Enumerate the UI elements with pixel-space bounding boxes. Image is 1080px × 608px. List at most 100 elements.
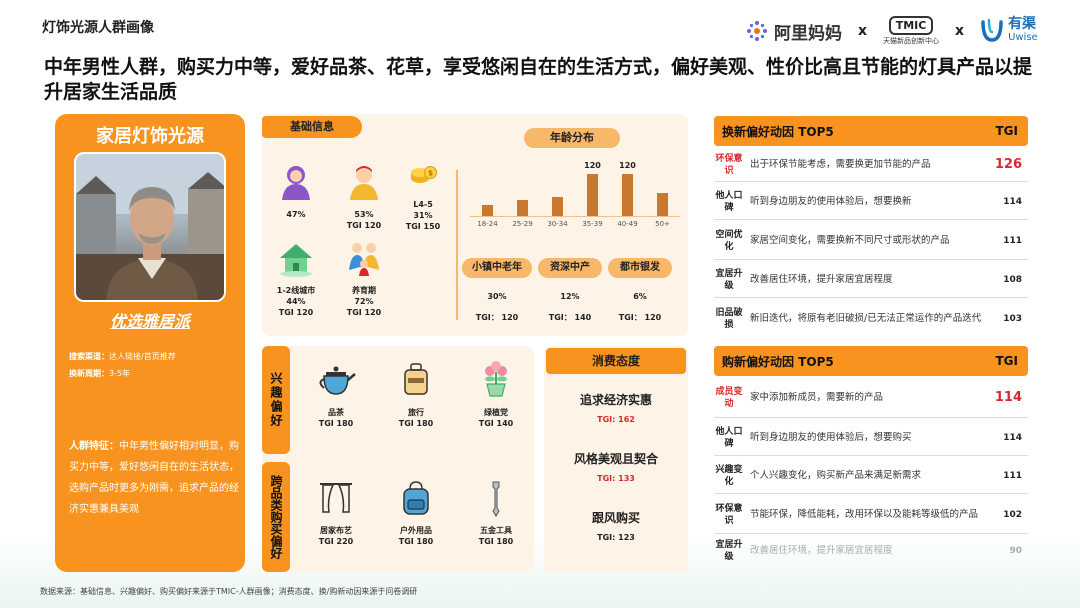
renew-top5-header: 换新偏好动因 TOP5 TGI (714, 116, 1028, 146)
renew-desc-0: 出于环保节能考虑，需要换更加节能的产品 (750, 158, 931, 170)
attitude-name-0: 追求经济实惠 (579, 393, 652, 407)
city-pct: 44% (286, 297, 306, 306)
age-bar-40-49 (622, 174, 633, 216)
renew-row: 宜居升级 改善居住环境，提升家居宜居程度 108 (714, 262, 1028, 298)
attitude-tgi-2: TGI: 123 (597, 533, 635, 542)
buy-row: 环保意识 节能环保，降低能耗，改用环保以及能耗等级低的产品 102 (714, 496, 1028, 534)
info-divider (456, 170, 458, 320)
buy-tgi-0: 114 (994, 390, 1022, 405)
uwise-logo: 有渠 Uwise (980, 16, 1038, 44)
basic-info-panel (262, 114, 688, 336)
info-city: 1-2线城市 44% TGI 120 (266, 238, 326, 318)
income-level: L4-5 (413, 200, 433, 209)
renew-label-0: 环保意识 (715, 153, 743, 176)
renew-tgi-2: 111 (1003, 235, 1022, 246)
family-tgi: TGI 120 (346, 308, 382, 317)
buy-tgi-4: 90 (1009, 546, 1022, 556)
segment-label-1: 资深中产 (538, 258, 602, 278)
age-bar-35-39 (587, 174, 598, 216)
cross-outdoor: 户外用品 TGI 180 (386, 478, 446, 547)
buy-desc-3: 节能环保，降低能耗，改用环保以及能耗等级低的产品 (750, 508, 979, 520)
interest-tea: 品茶 TGI 180 (306, 360, 366, 429)
renew-label-3: 宜居升级 (715, 268, 743, 291)
persona-photo (74, 152, 226, 302)
cross-textile: 居家布艺 TGI 220 (306, 478, 366, 547)
renew-tgi-4: 103 (1003, 314, 1022, 324)
age-tick-label: 40-49 (617, 220, 638, 228)
basic-info-title: 基础信息 (262, 116, 362, 138)
partner-logos: 阿里妈妈 x TMIC 天猫新品创新中心 x 有渠 Uwise (746, 16, 1038, 46)
renew-row: 环保意识 出于环保节能考虑，需要换更加节能的产品 126 (714, 148, 1028, 182)
segment-tgi-1: TGI： 140 (548, 313, 592, 322)
renew-desc-1: 听到身边朋友的使用体验后，想要换新 (750, 195, 912, 207)
attitude-tgi-0: TGI: 162 (597, 415, 635, 424)
age-tick-label: 30-34 (547, 220, 568, 228)
renew-desc-4: 新旧迭代，将原有老旧破损/已无法正常运作的产品迭代 (750, 313, 982, 324)
segment-tgi-2: TGI： 120 (618, 313, 662, 322)
attitude-panel (544, 346, 688, 572)
logo-separator: x (955, 23, 965, 39)
attitude-name-2: 跟风购买 (591, 511, 640, 525)
uwise-cn-text: 有渠 (1008, 16, 1037, 32)
buy-row: 兴趣变化 个人兴趣变化，购买新产品来满足新需求 111 (714, 458, 1028, 494)
renew-label-2: 空间优化 (715, 229, 743, 252)
segment-tgi-0: TGI： 120 (475, 313, 519, 322)
age-data-label: 120 (584, 161, 601, 170)
interest-travel: 旅行 TGI 180 (386, 360, 446, 429)
interest-name-2: 绿植党 (484, 408, 508, 417)
search-channel-label: 搜索渠道： (69, 352, 109, 361)
segment-pct-1: 12% (560, 292, 580, 301)
interest-tgi-2: TGI 140 (478, 419, 514, 428)
plant-icon (485, 361, 507, 397)
info-family: 养育期 72% TGI 120 (334, 238, 394, 318)
buy-row: 成员变动 家中添加新成员，需要新的产品 114 (714, 378, 1028, 418)
persona-feature: 人群特征：中年男性偏好相对明显，购买力中等，爱好悠闲自在的生活状态，选购产品时更… (69, 436, 239, 520)
attitude-name-1: 风格美观且契合 (573, 452, 658, 466)
interest-title: 兴趣偏好 (262, 346, 290, 454)
age-bar-chart: 18-24 25-29 30-34 35-39 120 40-49 120 50+ (470, 150, 680, 234)
city-tier: 1-2线城市 (276, 286, 316, 295)
logo-separator: x (858, 23, 868, 39)
tmic-subtitle: 天猫新品创新中心 (883, 37, 940, 45)
curtain-icon (320, 483, 352, 513)
buy-label-3: 环保意识 (715, 503, 743, 526)
feature-label: 人群特征： (69, 441, 119, 452)
persona-type: 优选雅居派 (109, 312, 190, 331)
buy-tgi-2: 111 (1003, 470, 1022, 481)
tmic-logo: TMIC 天猫新品创新中心 (883, 16, 939, 46)
teapot-icon (319, 366, 356, 395)
svg-text:$: $ (428, 169, 433, 178)
renew-row: 空间优化 家居空间变化，需要换新不同尺寸或形状的产品 111 (714, 222, 1028, 260)
buy-label-2: 兴趣变化 (715, 464, 743, 487)
age-chart-axis (470, 216, 680, 217)
segment-label-2: 都市银发 (608, 258, 672, 278)
age-tick-label: 35-39 (582, 220, 603, 228)
cross-name-0: 居家布艺 (320, 526, 352, 535)
segment-pct-2: 6% (633, 292, 647, 301)
info-income: $ L4-5 31% TGI 150 (393, 162, 453, 232)
renew-tgi-header: TGI (995, 124, 1019, 138)
renew-row: 旧品破损 新旧迭代，将原有老旧破损/已无法正常运作的产品迭代 103 (714, 300, 1028, 338)
renew-desc-3: 改善居住环境，提升家居宜居程度 (750, 273, 893, 285)
age-bar-25-29 (517, 200, 528, 216)
persona-card: 家居灯饰光源 优选雅居派 搜索渠道：达人链接/首页推荐 换新周期：3-5年 人群… (55, 114, 245, 572)
attitude-title: 消费态度 (546, 348, 686, 374)
search-channel-value: 达人链接/首页推荐 (109, 352, 176, 361)
buy-row: 他人口碑 听到身边朋友的使用体验后，想要购买 114 (714, 420, 1028, 456)
cross-name-1: 户外用品 (400, 526, 432, 535)
persona-channel-info: 搜索渠道：达人链接/首页推荐 换新周期：3-5年 (69, 348, 239, 382)
renew-label-1: 他人口碑 (715, 190, 743, 213)
renew-row: 他人口碑 听到身边朋友的使用体验后，想要换新 114 (714, 184, 1028, 220)
male-tgi: TGI 120 (346, 221, 382, 230)
coins-icon: $ (411, 165, 438, 183)
cross-name-2: 五金工具 (480, 526, 512, 535)
buy-top5-title: 购新偏好动因 TOP5 (722, 354, 834, 369)
age-bar-50+ (657, 193, 668, 216)
buy-label-0: 成员变动 (715, 386, 743, 409)
page-title: 灯饰光源人群画像 (42, 20, 154, 36)
family-icon (349, 243, 379, 276)
interest-plants: 绿植党 TGI 140 (466, 360, 526, 429)
uwise-en-text: Uwise (1008, 32, 1038, 43)
age-bar-30-34 (552, 197, 563, 216)
headline: 中年男性人群，购买力中等，爱好品茶、花草，享受悠闲自在的生活方式，偏好美观、性价… (44, 56, 1033, 103)
